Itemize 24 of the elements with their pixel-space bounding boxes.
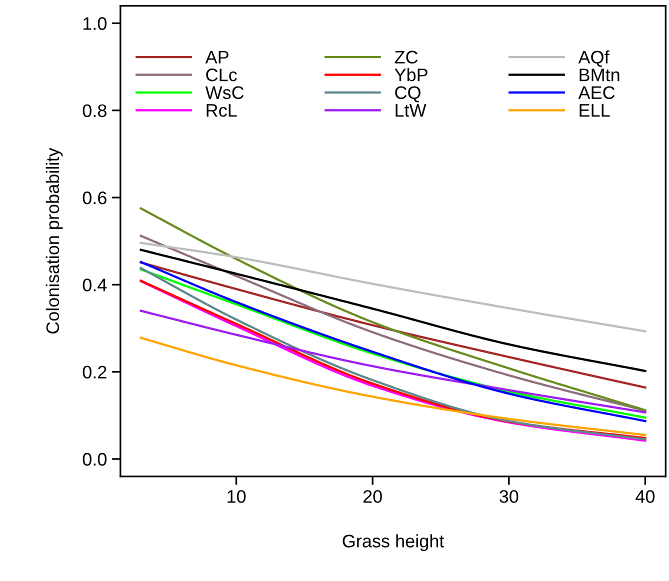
legend-label: CQ bbox=[395, 86, 420, 102]
legend-label: WsC bbox=[205, 86, 244, 100]
legend-label: ZC bbox=[394, 50, 418, 64]
y-tick-label: 1.0 bbox=[84, 17, 107, 30]
y-tick-label: 0.6 bbox=[82, 191, 106, 204]
legend-label: AEC bbox=[578, 86, 615, 100]
y-axis-title: Colonisation probability bbox=[46, 148, 63, 334]
legend-label: CLc bbox=[206, 68, 237, 82]
legend-label: AP bbox=[205, 50, 228, 64]
legend-label: ELL bbox=[580, 104, 610, 117]
y-tick-label: 0.8 bbox=[82, 104, 106, 118]
legend-label: YbP bbox=[394, 68, 428, 82]
legend-label: LtW bbox=[396, 104, 426, 117]
x-tick-label: 20 bbox=[363, 490, 382, 503]
legend-label: BMtn bbox=[580, 68, 620, 82]
x-tick-label: 40 bbox=[636, 490, 655, 503]
x-tick-label: 10 bbox=[228, 490, 246, 503]
x-axis-title: Grass height bbox=[342, 534, 444, 552]
y-tick-label: 0.0 bbox=[82, 452, 107, 466]
y-tick-label: 0.4 bbox=[82, 278, 107, 292]
y-tick-label: 0.2 bbox=[82, 366, 106, 379]
x-tick-label: 30 bbox=[500, 490, 518, 503]
legend-label: AQf bbox=[578, 50, 610, 67]
legend-label: RcL bbox=[206, 104, 237, 117]
